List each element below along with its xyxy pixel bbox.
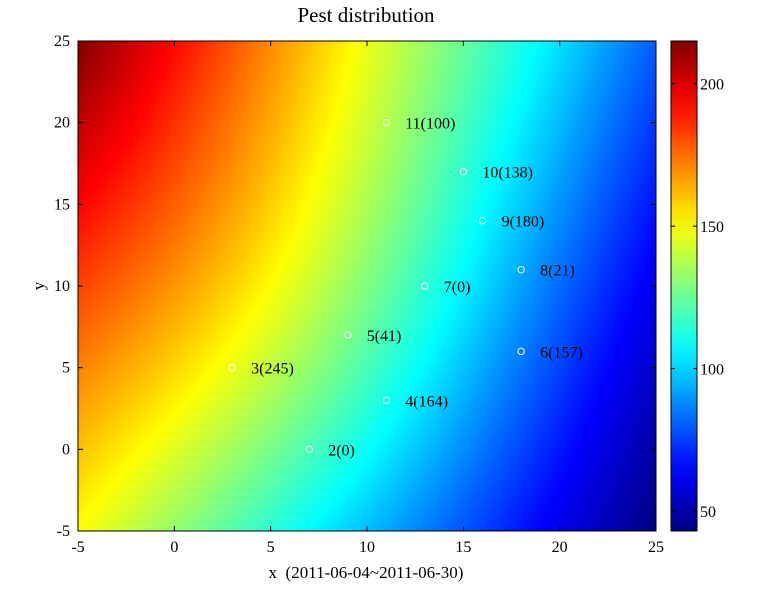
colorbar-tick-label: 150 (700, 219, 724, 236)
colorbar-tick-label: 100 (700, 362, 724, 379)
x-tick-label: -5 (71, 539, 84, 556)
x-tick-label: 15 (455, 539, 471, 556)
data-point-marker (382, 118, 390, 127)
data-point-label: 2(0) (328, 442, 355, 459)
x-axis-label: x (2011-06-04~2011-06-30) (269, 563, 464, 582)
x-tick-label: 5 (267, 539, 275, 556)
data-points: 2(0) 3(245) 4(164) 5(41) 6(157) 7(0) 8(21) 9(18… (228, 116, 583, 459)
x-axis: -5 0 5 10 15 20 25 (71, 41, 664, 556)
data-point-label: 5(41) (367, 328, 402, 345)
plot-area (77, 40, 657, 532)
data-point-marker (228, 363, 236, 372)
x-tick-label: 0 (170, 539, 178, 556)
y-tick-label: 0 (62, 441, 70, 458)
chart-title: Pest distribution (297, 3, 435, 27)
data-point-label: 7(0) (444, 279, 471, 296)
data-point-label: 6(157) (540, 344, 583, 361)
colorbar-ticks: 50 100 150 200 (671, 77, 724, 521)
y-axis: -5 0 5 10 15 20 25 (54, 33, 656, 540)
data-point-label: 11(100) (405, 116, 455, 133)
x-tick-label: 10 (359, 539, 375, 556)
data-point-label: 3(245) (251, 361, 294, 378)
y-tick-label: 10 (54, 278, 70, 295)
data-point-marker (421, 282, 429, 290)
colorbar-tick-label: 50 (700, 504, 716, 521)
data-point-marker (382, 396, 390, 405)
x-tick-label: 20 (552, 539, 568, 556)
colorbar-frame (670, 40, 698, 532)
colorbar: 50 100 150 200 (670, 40, 724, 532)
colorbar-tick-label: 200 (700, 77, 724, 94)
colorbar-gradient (671, 41, 697, 531)
x-tick-label: 25 (648, 539, 664, 556)
data-point-label: 8(21) (540, 263, 575, 280)
data-point-marker (478, 216, 487, 225)
y-tick-label: 20 (54, 115, 70, 132)
y-tick-label: 5 (62, 360, 70, 377)
y-tick-label: 25 (54, 33, 70, 50)
data-point-label: 9(180) (502, 214, 545, 231)
data-point-label: 4(164) (405, 393, 448, 410)
data-point-marker (344, 331, 352, 339)
y-tick-label: 15 (54, 196, 70, 213)
data-point-marker (305, 445, 313, 454)
y-tick-label: -5 (57, 523, 70, 540)
heatmap-surface (78, 41, 656, 531)
data-point-marker (517, 347, 525, 356)
data-point-marker (459, 167, 468, 176)
data-point-marker (517, 265, 525, 274)
data-point-label: 10(138) (482, 165, 533, 182)
y-axis-label: y (29, 281, 48, 290)
